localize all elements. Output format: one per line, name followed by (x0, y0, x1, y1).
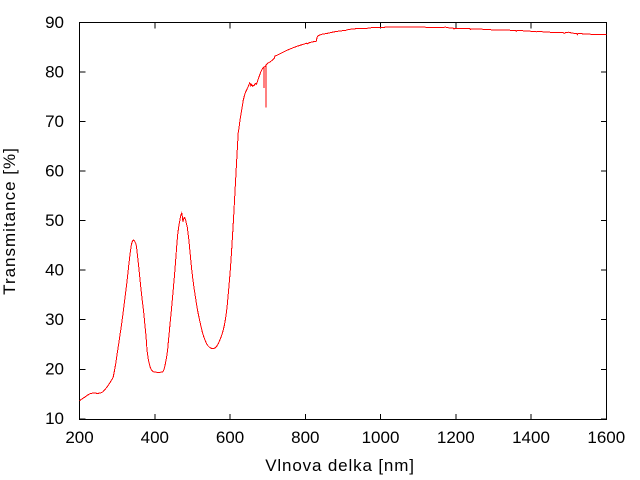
svg-text:80: 80 (45, 63, 64, 82)
svg-text:1200: 1200 (437, 428, 475, 447)
svg-text:200: 200 (65, 428, 93, 447)
svg-text:Vlnova delka [nm]: Vlnova delka [nm] (265, 456, 415, 475)
svg-text:10: 10 (45, 409, 64, 428)
svg-text:20: 20 (45, 360, 64, 379)
svg-text:1000: 1000 (362, 428, 400, 447)
svg-text:Transmitance [%]: Transmitance [%] (0, 147, 19, 295)
svg-text:600: 600 (216, 428, 244, 447)
svg-text:1600: 1600 (587, 428, 625, 447)
svg-text:70: 70 (45, 112, 64, 131)
svg-text:30: 30 (45, 310, 64, 329)
svg-text:800: 800 (291, 428, 319, 447)
svg-text:90: 90 (45, 13, 64, 32)
svg-text:50: 50 (45, 211, 64, 230)
svg-text:60: 60 (45, 162, 64, 181)
svg-text:40: 40 (45, 261, 64, 280)
svg-text:1400: 1400 (512, 428, 550, 447)
svg-text:400: 400 (141, 428, 169, 447)
